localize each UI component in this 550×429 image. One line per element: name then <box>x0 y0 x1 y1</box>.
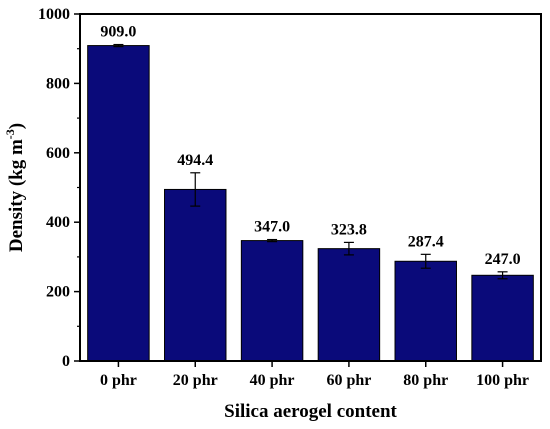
x-tick-label: 40 phr <box>250 372 295 389</box>
data-label: 347.0 <box>254 219 290 236</box>
x-axis-ticks: 0 phr 20 phr 40 phr 60 phr 80 phr 100 phr <box>100 361 529 389</box>
data-label: 323.8 <box>331 221 367 238</box>
y-tick-label: 1000 <box>38 6 70 23</box>
y-tick-label: 200 <box>46 284 70 301</box>
bar-100-phr <box>471 274 534 362</box>
x-tick-label: 80 phr <box>403 372 448 389</box>
data-labels-group: 909.0 494.4 347.0 323.8 287.4 247.0 <box>100 24 520 268</box>
bar-0-phr <box>87 45 150 362</box>
y-tick-label: 600 <box>46 145 70 162</box>
x-tick-label: 20 phr <box>173 372 218 389</box>
x-tick-label: 0 phr <box>100 372 137 389</box>
x-axis-title: Silica aerogel content <box>224 401 397 422</box>
bar-60-phr <box>317 248 381 362</box>
x-tick-label: 100 phr <box>476 372 529 389</box>
y-axis-title-main: Density (kg m <box>6 139 27 252</box>
bars-group <box>87 45 534 362</box>
y-axis-title-suffix: ) <box>6 123 27 129</box>
y-tick-label: 0 <box>62 353 70 370</box>
data-label: 909.0 <box>100 24 136 41</box>
y-axis-title-superscript: -3 <box>3 129 17 139</box>
y-tick-label: 800 <box>46 75 70 92</box>
error-bars-group <box>113 43 508 280</box>
bar-80-phr <box>394 260 457 362</box>
data-label: 494.4 <box>177 152 213 169</box>
y-tick-label: 400 <box>46 214 70 231</box>
y-axis-ticks: 0 200 400 600 800 1000 <box>38 6 80 370</box>
y-axis-title: Density (kg m-3) <box>3 123 27 252</box>
x-tick-label: 60 phr <box>326 372 371 389</box>
data-label: 287.4 <box>408 233 444 250</box>
bar-20-phr <box>164 188 227 362</box>
bar-40-phr <box>240 240 304 362</box>
data-label: 247.0 <box>485 251 521 268</box>
